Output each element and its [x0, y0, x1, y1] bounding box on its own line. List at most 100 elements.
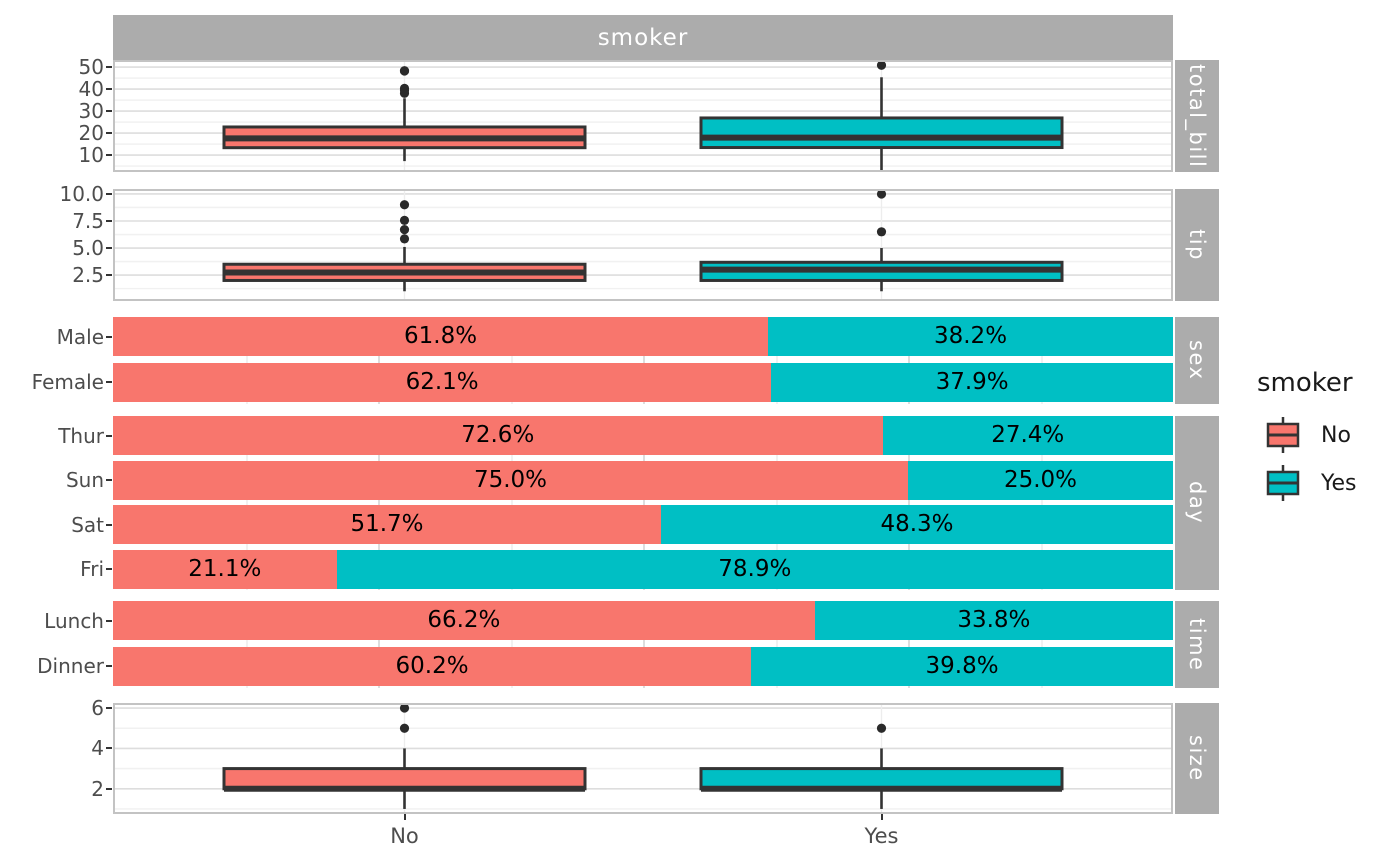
- panel-tip: [113, 189, 1173, 301]
- bar-row-male: 61.8% 38.2%: [113, 317, 1173, 356]
- facet-strip-day: day: [1175, 416, 1219, 590]
- bar-row-thur: 72.6% 27.4%: [113, 416, 1173, 455]
- y-tick-label: 50: [78, 55, 104, 80]
- y-tick-label: 6: [91, 696, 104, 721]
- outlier-point: [399, 66, 410, 76]
- facet-strip-tip-label: tip: [1185, 229, 1209, 261]
- percent-label-yes: 25.0%: [1003, 466, 1078, 493]
- panel-border: [113, 189, 1173, 301]
- boxplot-svg: [113, 60, 1173, 172]
- y-tick-label: 40: [78, 77, 104, 102]
- bar-segment-no: [113, 460, 908, 500]
- panel-sex: 61.8% 38.2% 62.1% 37.9%: [113, 317, 1173, 404]
- bar-row-dinner: 60.2% 39.8%: [113, 646, 1173, 686]
- facet-strip-sex-label: sex: [1185, 340, 1209, 381]
- gridline-x: [245, 416, 248, 590]
- panel-border: [113, 60, 1173, 172]
- outlier-point: [876, 189, 887, 199]
- gridline-x: [510, 416, 513, 590]
- y-tick-label: 10.0: [59, 181, 104, 206]
- y-tick-mark: [106, 154, 112, 157]
- facet-strip-total-bill-label: total_bill: [1185, 63, 1209, 169]
- y-tick-label: 20: [78, 121, 104, 146]
- box-yes: [699, 116, 1064, 150]
- legend-title: smoker: [1257, 368, 1353, 398]
- bar-row-fri: 21.1% 78.9%: [113, 549, 1173, 589]
- boxplot-key-icon: [1266, 465, 1300, 501]
- bar-row-lunch: 66.2% 33.8%: [113, 601, 1173, 640]
- gridline-x: [643, 416, 645, 590]
- percent-label-yes: 33.8%: [957, 607, 1031, 633]
- gridline-x: [378, 317, 380, 404]
- y-tick-mark: [106, 110, 112, 113]
- facet-strip-size: size: [1175, 703, 1219, 814]
- percent-label-yes: 39.8%: [925, 652, 999, 679]
- bar-segment-yes: [908, 460, 1173, 500]
- y-tick-mark: [106, 747, 112, 750]
- gridline-x: [775, 601, 778, 688]
- percent-label-yes: 48.3%: [880, 511, 954, 538]
- legend-label-yes: Yes: [1321, 470, 1357, 496]
- boxplot-key-icon: [1266, 417, 1300, 453]
- percent-label-yes: 37.9%: [935, 368, 1009, 395]
- legend: smoker No Yes: [1253, 368, 1398, 512]
- bar-segment-no: [113, 505, 662, 545]
- percent-label-no: 60.2%: [395, 652, 469, 679]
- outlier-point: [876, 723, 887, 733]
- bar-segment-no: [113, 646, 752, 686]
- y-tick-mark: [106, 220, 112, 222]
- category-tick-label: Female: [31, 370, 104, 395]
- percent-label-no: 61.8%: [404, 323, 478, 349]
- bar-segment-yes: [751, 646, 1173, 686]
- x-label-no: No: [390, 824, 419, 848]
- bar-segment-yes: [771, 362, 1173, 402]
- y-tick-label: 30: [78, 99, 104, 124]
- outlier-point: [399, 215, 410, 225]
- facet-strip-day-label: day: [1185, 481, 1209, 525]
- gridline-x: [1040, 416, 1043, 590]
- y-tick-label: 2: [91, 776, 104, 801]
- gridline-x: [908, 416, 910, 590]
- y-tick-mark: [106, 247, 112, 250]
- percent-label-no: 75.0%: [473, 466, 548, 493]
- category-tick-mark: [106, 381, 112, 384]
- y-tick-label: 5.0: [72, 236, 104, 261]
- bar-row-female: 62.1% 37.9%: [113, 362, 1173, 402]
- bar-segment-yes: [336, 549, 1173, 589]
- facet-strip-tip: tip: [1175, 189, 1219, 301]
- category-tick-label: Lunch: [44, 608, 104, 633]
- bar-segment-no: [113, 416, 883, 455]
- percent-label-no: 66.2%: [427, 607, 501, 633]
- y-tick-mark: [106, 707, 112, 710]
- percent-label-no: 51.7%: [350, 511, 424, 538]
- gridline-x: [1040, 601, 1043, 688]
- gridline-x: [245, 317, 248, 404]
- category-tick-mark: [106, 434, 112, 437]
- facet-strip-smoker-label: smoker: [597, 24, 689, 51]
- percent-label-yes: 78.9%: [718, 555, 792, 582]
- gridline-x: [510, 317, 513, 404]
- facet-strip-smoker: smoker: [113, 15, 1173, 60]
- y-tick-mark: [106, 787, 112, 790]
- y-tick-mark: [106, 88, 112, 91]
- gridline-x: [643, 601, 645, 688]
- y-tick-mark: [106, 66, 112, 69]
- percent-label-no: 62.1%: [405, 368, 479, 395]
- bar-segment-yes: [768, 317, 1173, 356]
- panel-time: 66.2% 33.8% 60.2% 39.8%: [113, 601, 1173, 688]
- percent-label-yes: 38.2%: [933, 323, 1008, 349]
- facet-strip-time: time: [1175, 601, 1219, 688]
- bar-segment-no: [113, 601, 815, 640]
- gridline-x: [378, 601, 380, 688]
- panel-total-bill: [113, 60, 1173, 172]
- panel-day: 72.6% 27.4% 75.0% 25.0% 51.7% 48.3% 21.1% 78.9%: [113, 416, 1173, 590]
- gridline-x: [775, 317, 778, 404]
- outlier-point: [399, 703, 410, 713]
- category-tick-label: Sat: [71, 512, 104, 537]
- gridline-x: [643, 317, 645, 404]
- outlier-point: [399, 723, 410, 733]
- y-tick-mark: [106, 274, 112, 277]
- gridline-x: [510, 601, 513, 688]
- outlier-point: [876, 227, 887, 237]
